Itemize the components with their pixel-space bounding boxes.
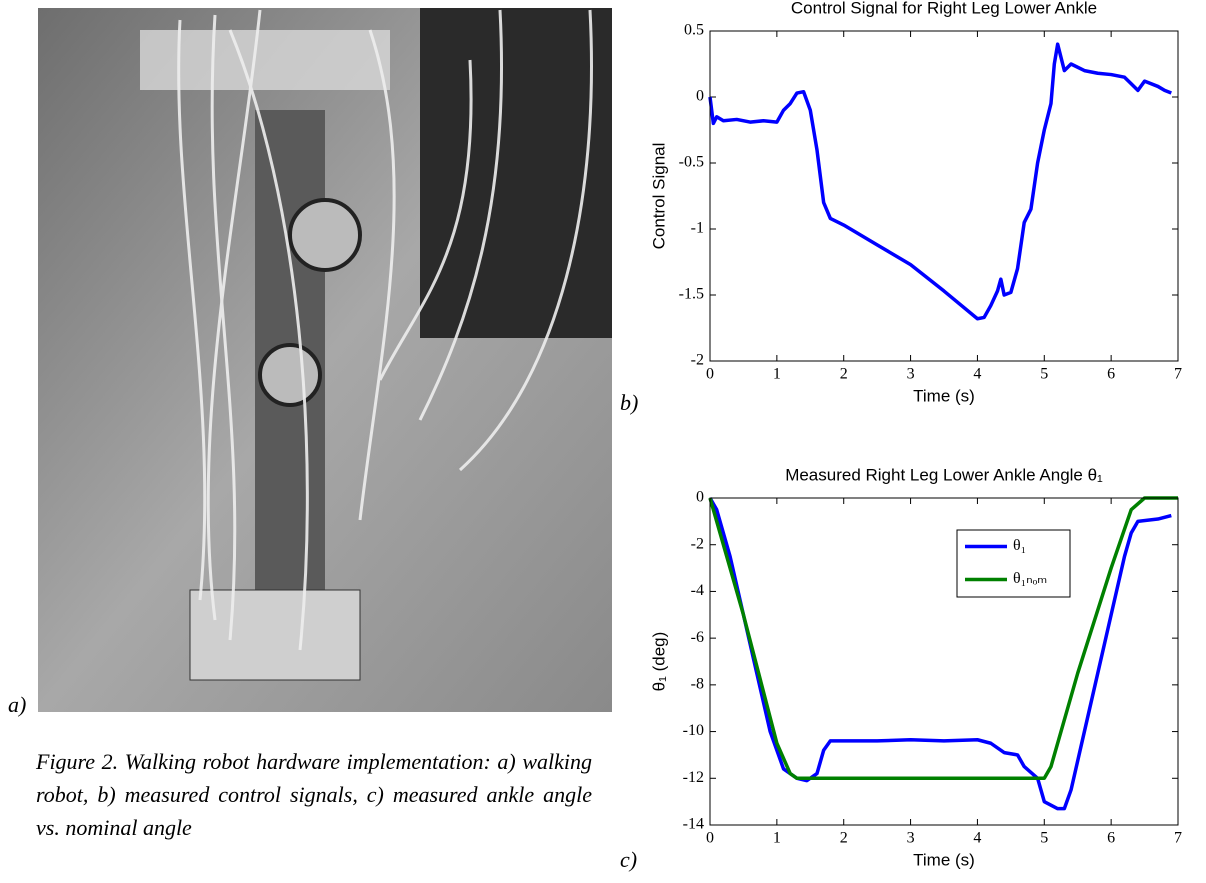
x-tick-label: 4 (973, 366, 981, 383)
chart-title: Control Signal for Right Leg Lower Ankle (791, 0, 1097, 17)
y-tick-label: -2 (691, 535, 704, 552)
x-tick-label: 5 (1040, 830, 1048, 847)
legend-box (956, 529, 1071, 598)
x-tick-label: 6 (1107, 366, 1115, 383)
y-tick-label: 0 (696, 88, 704, 105)
panel-label: b) (620, 390, 638, 415)
x-tick-label: 3 (907, 830, 915, 847)
y-tick-label: -6 (691, 629, 704, 646)
x-tick-label: 6 (1107, 830, 1115, 847)
x-tick-label: 0 (706, 830, 714, 847)
y-tick-label: -10 (683, 722, 704, 739)
y-tick-label: 0.5 (684, 22, 704, 39)
x-tick-label: 5 (1040, 366, 1048, 383)
figure-caption: Figure 2. Walking robot hardware impleme… (36, 749, 592, 840)
data-line (708, 42, 1172, 321)
x-tick-label: 7 (1174, 830, 1182, 847)
x-tick-label: 1 (773, 830, 781, 847)
y-tick-label: 0 (696, 489, 704, 506)
plot-frame (709, 497, 1179, 826)
data-line (708, 497, 1172, 811)
legend-label: θ₁ (1013, 537, 1026, 554)
chart-title: Measured Right Leg Lower Ankle Angle θ₁ (785, 465, 1103, 484)
robot-photo (38, 8, 612, 712)
y-tick-label: -1 (691, 220, 704, 237)
y-axis-label: θ₁ (deg) (649, 632, 668, 692)
y-tick-label: -4 (691, 582, 704, 599)
legend-label: θ₁ₙₒₘ (1013, 570, 1047, 587)
y-axis-label: Control Signal (649, 143, 668, 250)
panel-label: a) (8, 692, 26, 717)
x-tick-label: 3 (907, 366, 915, 383)
x-tick-label: 2 (840, 830, 848, 847)
y-tick-label: -12 (683, 769, 704, 786)
x-tick-label: 0 (706, 366, 714, 383)
x-tick-label: 1 (773, 366, 781, 383)
x-axis-label: Time (s) (913, 850, 975, 869)
plot-frame (709, 30, 1179, 362)
y-tick-label: -0.5 (679, 154, 704, 171)
x-tick-label: 2 (840, 366, 848, 383)
panel-label: c) (620, 847, 637, 872)
x-tick-label: 4 (973, 830, 981, 847)
y-tick-label: -1.5 (679, 286, 704, 303)
x-axis-label: Time (s) (913, 386, 975, 405)
y-tick-label: -2 (691, 352, 704, 369)
x-tick-label: 7 (1174, 366, 1182, 383)
data-line (708, 496, 1178, 781)
y-tick-label: -8 (691, 676, 704, 693)
y-tick-label: -14 (683, 816, 704, 833)
